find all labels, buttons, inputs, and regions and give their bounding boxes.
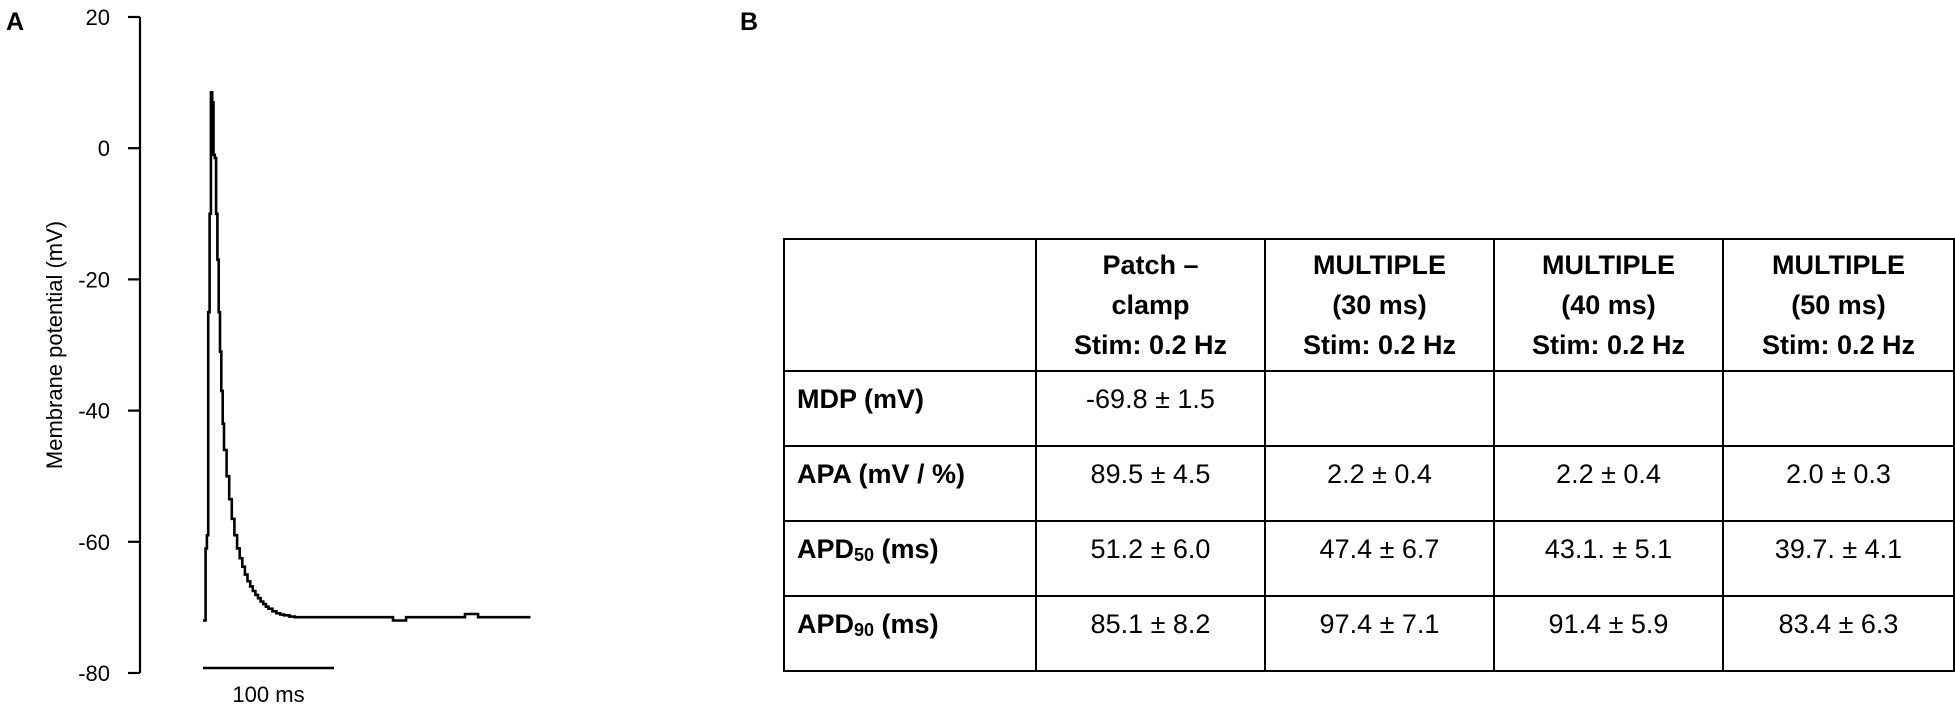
membrane-potential-trace xyxy=(203,91,531,622)
panel-label-a: A xyxy=(6,8,25,36)
table-cell: 43.1. ± 5.1 xyxy=(1493,520,1724,597)
action-potential-chart: 200-20-40-60-80 Membrane potential (mV) … xyxy=(42,5,531,707)
table-cell: 2.0 ± 0.3 xyxy=(1722,445,1955,522)
table-header-patch-clamp: Patch – clamp Stim: 0.2 Hz xyxy=(1035,238,1266,372)
table-cell: 2.2 ± 0.4 xyxy=(1493,445,1724,522)
action-potential-parameters-table: Patch – clamp Stim: 0.2 Hz MULTIPLE (30 ms)… xyxy=(783,238,1955,672)
y-tick-label: -60 xyxy=(78,530,110,555)
y-tick-label: -80 xyxy=(78,661,110,686)
row-label-apa: APA (mV / %) xyxy=(783,445,1037,522)
table-header-empty xyxy=(783,238,1037,372)
row-label-apd90: APD90 (ms) xyxy=(783,595,1037,672)
y-axis-label: Membrane potential (mV) xyxy=(42,221,67,469)
table-cell: 83.4 ± 6.3 xyxy=(1722,595,1955,672)
table-row-mdp: MDP (mV) -69.8 ± 1.5 xyxy=(783,370,1955,447)
y-tick-label: -20 xyxy=(78,267,110,292)
table-cell: -69.8 ± 1.5 xyxy=(1035,370,1266,447)
table-header-multiple-30ms: MULTIPLE (30 ms) Stim: 0.2 Hz xyxy=(1264,238,1495,372)
table-cell: 89.5 ± 4.5 xyxy=(1035,445,1266,522)
y-ticks: 20 0 -20 -40 -60 -80 xyxy=(78,5,140,686)
table-cell: 2.2 ± 0.4 xyxy=(1264,445,1495,522)
time-scale-bar-label: 100 ms xyxy=(232,682,304,707)
panel-label-b: B xyxy=(740,8,759,36)
table-cell: 51.2 ± 6.0 xyxy=(1035,520,1266,597)
table-header-row: Patch – clamp Stim: 0.2 Hz MULTIPLE (30 ms)… xyxy=(783,238,1955,372)
table-cell: 97.4 ± 7.1 xyxy=(1264,595,1495,672)
table-cell: 91.4 ± 5.9 xyxy=(1493,595,1724,672)
table-cell xyxy=(1264,370,1495,447)
table-row-apd50: APD50 (ms) 51.2 ± 6.0 47.4 ± 6.7 43.1. ±… xyxy=(783,520,1955,597)
table-cell xyxy=(1493,370,1724,447)
table-row-apd90: APD90 (ms) 85.1 ± 8.2 97.4 ± 7.1 91.4 ± … xyxy=(783,595,1955,672)
y-tick-label: 20 xyxy=(86,5,110,30)
table-cell: 47.4 ± 6.7 xyxy=(1264,520,1495,597)
table-cell xyxy=(1722,370,1955,447)
table-header-multiple-40ms: MULTIPLE (40 ms) Stim: 0.2 Hz xyxy=(1493,238,1724,372)
table-cell: 39.7. ± 4.1 xyxy=(1722,520,1955,597)
table-row-apa: APA (mV / %) 89.5 ± 4.5 2.2 ± 0.4 2.2 ± … xyxy=(783,445,1955,522)
table-header-multiple-50ms: MULTIPLE (50 ms) Stim: 0.2 Hz xyxy=(1722,238,1955,372)
row-label-mdp: MDP (mV) xyxy=(783,370,1037,447)
y-tick-label: 0 xyxy=(98,136,110,161)
table-cell: 85.1 ± 8.2 xyxy=(1035,595,1266,672)
row-label-apd50: APD50 (ms) xyxy=(783,520,1037,597)
y-tick-label: -40 xyxy=(78,399,110,424)
